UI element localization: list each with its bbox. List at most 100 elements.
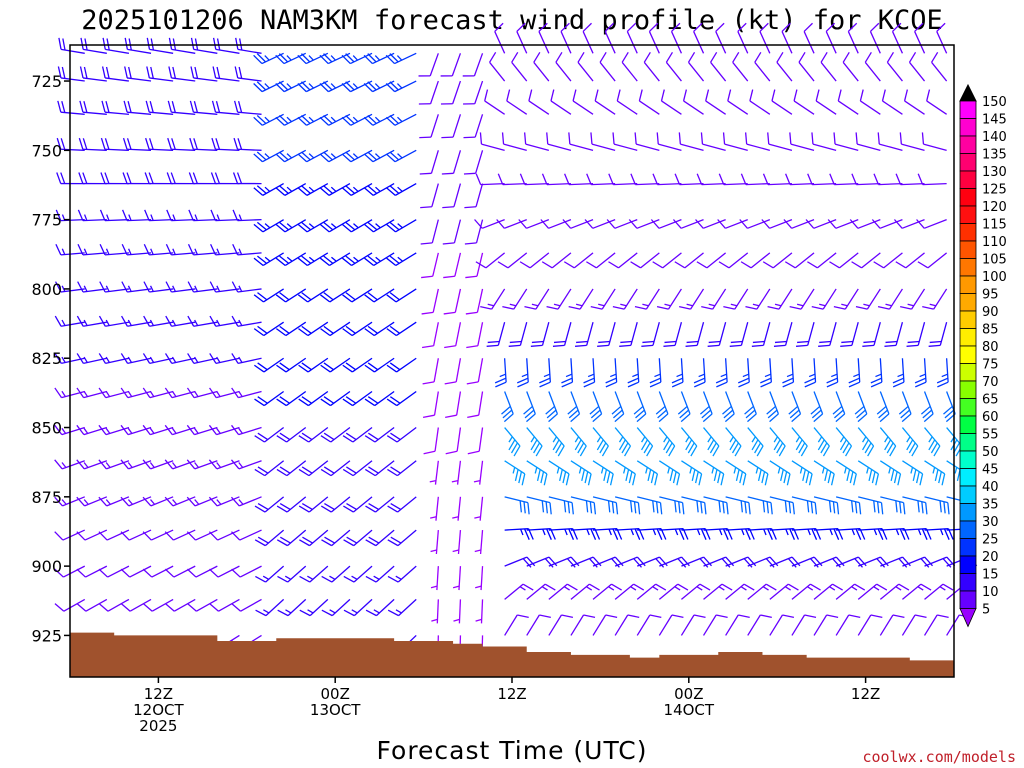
- wind-barb: [516, 358, 529, 388]
- wind-barb: [725, 427, 742, 457]
- wind-barb: [552, 322, 572, 347]
- wind-barb: [57, 100, 85, 115]
- wind-barb: [253, 321, 284, 337]
- y-tick-label: 750: [31, 141, 62, 160]
- wind-barb: [880, 496, 906, 515]
- wind-barb: [762, 252, 793, 269]
- wind-barb: [533, 51, 550, 82]
- colorbar-swatch: [959, 345, 977, 364]
- wind-barb: [740, 252, 771, 269]
- wind-barb: [877, 288, 903, 310]
- wind-barb: [232, 172, 262, 185]
- wind-barb: [142, 459, 174, 470]
- wind-barb: [210, 209, 240, 222]
- wind-barb: [429, 460, 439, 485]
- colorbar-label: 120: [982, 200, 1007, 215]
- wind-barb: [506, 89, 528, 115]
- wind-barb: [902, 496, 928, 515]
- wind-barb: [209, 598, 240, 612]
- wind-barb: [526, 427, 543, 457]
- wind-barb: [791, 614, 817, 636]
- colorbar-label: 95: [982, 288, 999, 303]
- wind-barb: [186, 496, 218, 507]
- wind-barb: [636, 556, 668, 568]
- wind-barb: [606, 219, 638, 229]
- wind-barb: [385, 80, 417, 93]
- wind-barb: [186, 459, 218, 470]
- wind-barb: [798, 51, 815, 82]
- wind-barb: [489, 51, 506, 82]
- wind-barb: [187, 315, 218, 327]
- wind-barb: [813, 583, 843, 600]
- wind-barb: [444, 358, 462, 385]
- wind-barb: [649, 358, 662, 388]
- wind-barb: [548, 496, 574, 515]
- wind-barb: [430, 530, 439, 555]
- wind-barb: [320, 427, 351, 443]
- wind-barb: [441, 150, 462, 175]
- wind-barb: [693, 358, 706, 388]
- wind-barb: [120, 459, 152, 470]
- wind-barb: [857, 460, 880, 486]
- wind-barb: [209, 565, 240, 578]
- wind-barb: [187, 244, 218, 256]
- wind-barb: [833, 132, 859, 151]
- wind-barb: [232, 244, 262, 256]
- wind-barb: [749, 89, 771, 115]
- wind-barb: [548, 583, 578, 600]
- wind-barb: [747, 614, 772, 636]
- wind-barb: [189, 137, 218, 151]
- wind-barb: [630, 173, 660, 186]
- colorbar-swatch: [959, 398, 977, 417]
- wind-barb: [555, 51, 572, 82]
- wind-barb: [76, 424, 108, 436]
- wind-barb: [717, 219, 748, 229]
- wind-barb: [253, 219, 284, 233]
- wind-barb: [419, 114, 439, 139]
- wind-barb: [120, 496, 152, 507]
- wind-barb: [835, 460, 857, 486]
- wind-barb: [857, 427, 875, 457]
- wind-barb: [186, 424, 218, 436]
- wind-barb: [142, 424, 174, 436]
- wind-barb: [674, 173, 704, 186]
- wind-barb: [387, 565, 417, 583]
- wind-barb: [343, 598, 373, 617]
- wind-barb: [78, 172, 107, 185]
- wind-barb: [849, 219, 881, 229]
- wind-barb: [589, 391, 603, 423]
- wind-barb: [343, 496, 373, 513]
- wind-barb: [877, 132, 903, 151]
- wind-barb: [254, 427, 285, 443]
- wind-barb: [57, 66, 85, 82]
- wind-barb: [739, 219, 771, 229]
- colorbar-label: 90: [982, 305, 999, 320]
- wind-barb: [563, 252, 594, 269]
- wind-barb: [364, 427, 395, 443]
- wind-barb: [803, 22, 815, 54]
- wind-barb: [703, 583, 733, 600]
- wind-barb: [835, 583, 866, 600]
- wind-barb: [943, 391, 956, 423]
- colorbar-label: 110: [982, 235, 1007, 250]
- wind-barb: [209, 353, 240, 364]
- wind-barb: [385, 52, 417, 65]
- wind-barb: [813, 496, 840, 515]
- wind-barb: [254, 460, 285, 477]
- colorbar-label: 10: [982, 585, 999, 600]
- wind-barb: [630, 252, 660, 269]
- wind-barb: [386, 357, 417, 373]
- wind-barb: [851, 252, 881, 269]
- wind-barb: [475, 173, 505, 186]
- colorbar-label: 50: [982, 445, 999, 460]
- wind-barb: [164, 565, 196, 578]
- wind-barb: [570, 496, 597, 515]
- wind-barb: [546, 132, 572, 151]
- wind-barb: [420, 219, 439, 245]
- wind-barb: [98, 529, 130, 541]
- wind-barb: [759, 22, 771, 54]
- wind-barb: [681, 460, 703, 486]
- wind-barb: [922, 288, 948, 310]
- wind-barb: [54, 565, 86, 578]
- wind-barb: [703, 427, 720, 457]
